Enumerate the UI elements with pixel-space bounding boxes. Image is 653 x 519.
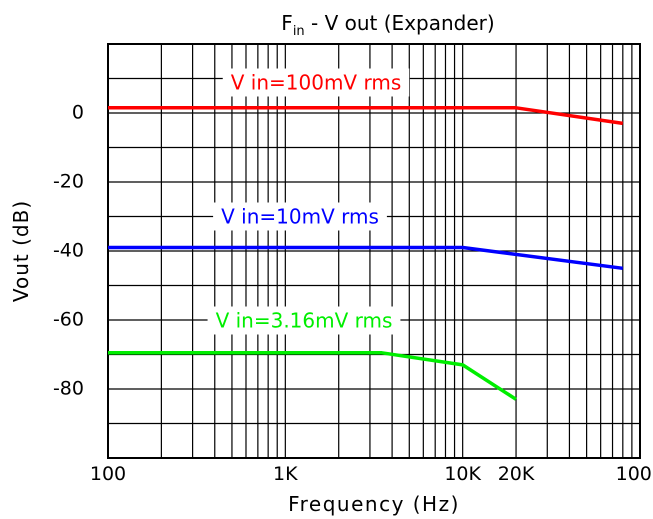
series-line-0 bbox=[108, 106, 624, 126]
series-label-bg bbox=[207, 306, 401, 335]
grid bbox=[107, 43, 641, 459]
series-label-text: V in=10mV rms bbox=[221, 205, 379, 229]
x-tick-label: 20K bbox=[498, 463, 535, 485]
series-label-text: V in=3.16mV rms bbox=[216, 309, 393, 333]
y-tick-label: 0 bbox=[72, 102, 84, 124]
y-tick-label: -80 bbox=[53, 378, 84, 400]
series-label-2: V in=3.16mV rms bbox=[207, 306, 401, 335]
plot-frame bbox=[107, 43, 641, 459]
series-line-2 bbox=[108, 351, 517, 401]
y-tick-label: -20 bbox=[53, 171, 84, 193]
series-label-0: V in=100mV rms bbox=[222, 68, 410, 97]
series-label-1: V in=10mV rms bbox=[213, 202, 387, 231]
x-tick-label: 10K bbox=[444, 463, 481, 485]
y-tick-label: -40 bbox=[53, 240, 84, 262]
chart-title: Fin - V out (Expander) bbox=[281, 11, 494, 39]
series-labels: V in=100mV rms V in=10mV rms V in=3.16mV r… bbox=[207, 68, 410, 335]
axes: 100 1K 10K 20K 100K 0 -20 -40 -60 -80 Frequency (H… bbox=[9, 11, 653, 516]
series-lines bbox=[108, 106, 624, 401]
series-line-1 bbox=[108, 245, 624, 271]
series-label-text: V in=100mV rms bbox=[231, 71, 402, 95]
x-tick-label: 100K bbox=[616, 463, 653, 485]
y-tick-label: -60 bbox=[53, 309, 84, 331]
series-label-bg bbox=[222, 68, 410, 97]
y-axis-label: Vout (dB) bbox=[9, 200, 33, 302]
x-axis-label: Frequency (Hz) bbox=[288, 492, 460, 516]
x-tick-label: 100 bbox=[90, 463, 126, 485]
x-tick-label: 1K bbox=[273, 463, 298, 485]
series-label-bg bbox=[213, 202, 387, 231]
